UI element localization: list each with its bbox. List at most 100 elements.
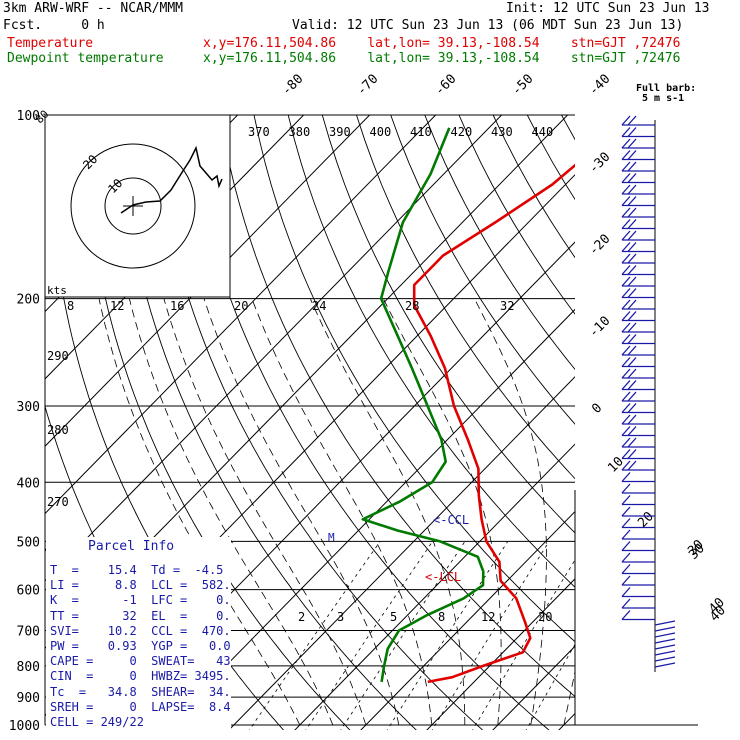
wind-barb-flag [621, 518, 631, 528]
wind-barb-flag [621, 322, 631, 333]
dewpoint-location: x,y=176.11,504.86 lat,lon= 39.13,-108.54… [203, 51, 681, 66]
wind-barb-flag [621, 207, 631, 218]
wind-barb [621, 334, 655, 345]
wind-barb [621, 449, 655, 460]
wind-barb-flag [627, 230, 637, 241]
wind-barb-flag [627, 403, 637, 413]
hodo-speed-label: 24 [312, 299, 326, 313]
wind-barb-flag [627, 127, 637, 137]
wind-barb [621, 380, 655, 391]
dry-adiabat-line [321, 115, 575, 534]
hodo-speed-label: 20 [234, 299, 248, 313]
isotherm-line [45, 115, 370, 447]
wind-barb [621, 230, 655, 241]
isotherm-line [360, 510, 575, 730]
wind-barb-flag [621, 311, 631, 321]
wind-barb [621, 460, 655, 471]
wind-barb-flag [621, 265, 631, 275]
temperature-trace [412, 163, 575, 684]
parcel-info-row: K = -1 LFC = 0. [50, 593, 231, 608]
theta-inner-label: 290 [47, 349, 69, 363]
wind-barb-flag [621, 380, 631, 390]
wind-barb-flag [627, 460, 637, 471]
wind-barb [621, 437, 655, 448]
mixing-ratio-label: 20 [538, 610, 552, 624]
wind-barb [621, 391, 655, 402]
isotherm-label: -70 [354, 72, 381, 99]
wind-barb [621, 368, 655, 379]
theta-label: 430 [491, 125, 513, 139]
wind-barb-flag [621, 230, 631, 241]
theta-label: 420 [451, 125, 473, 139]
wind-barb [621, 403, 655, 414]
parcel-info-row: CIN = 0 HWBZ= 3495. [50, 669, 231, 684]
parcel-info-row: T = 15.4 Td = -4.5 [50, 563, 224, 577]
dewpoint-trace [361, 127, 485, 683]
theta-label: 390 [329, 125, 351, 139]
wind-barb-flag [621, 150, 631, 160]
mixing-ratio-line [386, 541, 509, 730]
wind-barb-flag [627, 276, 637, 287]
moist-adiabat-line [597, 299, 678, 725]
hodo-ring-outer [70, 143, 196, 269]
wind-barb-flag [621, 242, 631, 252]
wind-barb-flag [627, 322, 637, 333]
wind-barb-flag [627, 173, 637, 183]
wind-barb-flag [621, 138, 631, 149]
wind-barb-flag [621, 449, 631, 459]
theta-inner-label: 270 [47, 495, 69, 509]
wind-barb [621, 161, 655, 172]
wind-barb-flag [627, 184, 637, 195]
hodo-unit-label: kts [47, 284, 67, 297]
wind-barb-flag [621, 437, 631, 448]
wind-barb [621, 184, 655, 195]
wind-barb [621, 253, 655, 264]
wind-barb-flag [621, 460, 631, 471]
wind-barb [621, 564, 655, 575]
dry-adiabat-line [596, 115, 740, 738]
wind-barb-flag [621, 357, 631, 367]
isotherm-label: -20 [586, 232, 613, 259]
wind-barb-flag [627, 437, 637, 448]
dry-adiabat-line [698, 115, 740, 738]
dry-adiabat-line [151, 115, 484, 730]
wind-barb-flag [621, 334, 631, 344]
isotherm-line [426, 578, 575, 730]
wind-barb-flag [627, 299, 637, 310]
wind-barb-low [654, 644, 676, 650]
wind-barb [621, 196, 655, 207]
theta-inner-label: 280 [47, 423, 69, 437]
isotherm-line [162, 308, 575, 730]
theta-label: 400 [370, 125, 392, 139]
wind-barb-flag [621, 610, 631, 620]
wind-barb-flag [621, 391, 631, 402]
m-annotation: M [328, 531, 335, 544]
mixing-ratio-line [340, 541, 466, 730]
wind-barb-flag [627, 368, 637, 379]
wind-barb-flag [621, 288, 631, 298]
wind-barb-legend-unit: 5 m s-1 [642, 93, 685, 104]
hodograph-trace [120, 145, 223, 214]
ccl-annotation: <-CCL [433, 513, 469, 527]
wind-barb [621, 150, 655, 161]
hodo-speed-label: 28 [405, 299, 419, 313]
dewpoint-label: Dewpoint temperature [7, 51, 164, 66]
model-title: 3km ARW-WRF -- NCAR/MMM [3, 1, 184, 16]
wind-barb-flag [621, 483, 631, 494]
hodo-speed-label: 16 [170, 299, 184, 313]
wind-barb-flag [621, 276, 631, 287]
wind-barb-flag [627, 345, 637, 356]
wind-barb-flag [627, 288, 637, 298]
isotherm-label: -30 [586, 150, 613, 177]
moist-adiabat-line [251, 298, 433, 726]
wind-barb-flag [621, 506, 631, 517]
dry-adiabat-line [630, 115, 740, 738]
mixing-ratio-line [248, 541, 381, 730]
wind-barb-flag [621, 253, 631, 264]
dry-adiabat-line [561, 115, 575, 141]
wind-barb [621, 127, 655, 138]
header: 3km ARW-WRF -- NCAR/MMM Init: 12 UTC Sun… [0, 0, 740, 70]
parcel-info-row: CELL = 249/22 [50, 715, 144, 729]
mixing-ratio-line [472, 559, 575, 730]
wind-barb-flag [627, 334, 637, 344]
